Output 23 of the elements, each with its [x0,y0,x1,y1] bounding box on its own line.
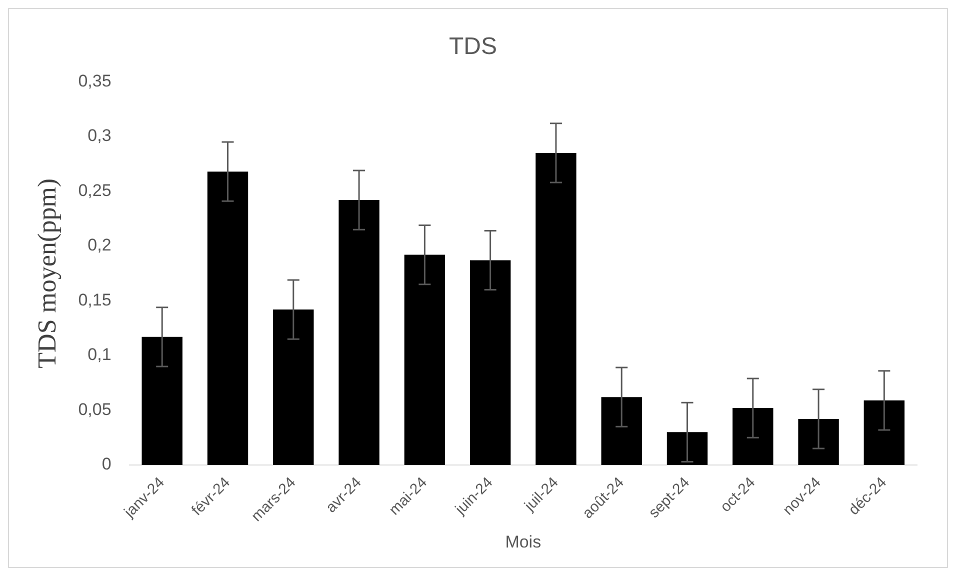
y-tick-label: 0,2 [88,236,112,255]
y-tick-label: 0,05 [78,400,112,419]
y-tick-label: 0 [102,454,112,474]
y-tick-label: 0,15 [78,290,112,310]
bar [470,260,511,465]
bar [864,400,905,465]
bar [732,408,774,465]
y-tick-label: 0,35 [78,71,112,90]
bar [142,336,182,465]
y-tick-label: 0,3 [88,126,112,146]
bar [798,418,839,465]
bar [404,254,446,465]
y-tick-label: 0,1 [88,345,112,364]
bar [536,152,576,465]
bar [601,397,642,465]
chart-title: TDS [449,33,497,60]
x-axis-title: Mois [505,532,542,552]
bar [207,172,248,465]
y-axis-title: TDS moyen(ppm) [32,178,62,368]
bar [338,200,380,465]
bar [273,310,314,465]
y-tick-label: 0,25 [78,180,112,200]
bar [666,432,708,465]
